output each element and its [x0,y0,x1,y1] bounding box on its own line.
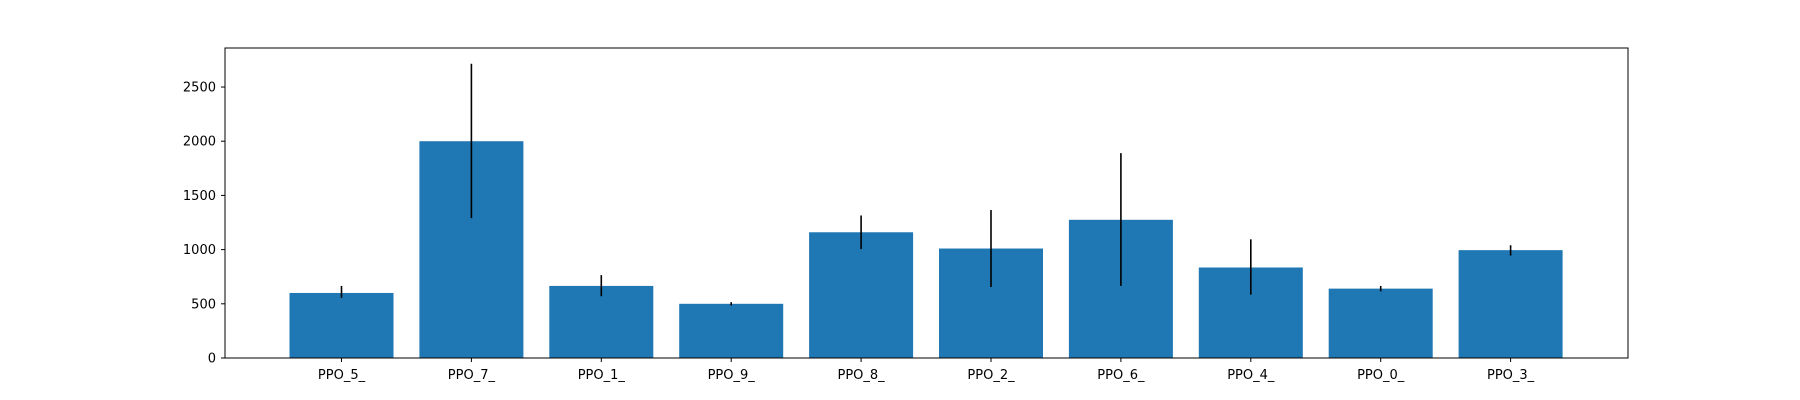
y-tick-label: 2000 [183,135,216,150]
x-axis: PPO_5_ PPO_7_ PPO_1_ PPO_9_ PPO_8_ PPO_2_ PPO_… [318,358,1535,383]
x-tick-label: PPO_8_ [838,368,886,383]
x-tick-label: PPO_0_ [1357,368,1405,383]
bar-ppo_5 [289,292,394,358]
y-tick-label: 1000 [183,243,216,258]
plot-frame [224,47,1629,359]
x-tick-label: PPO_4_ [1227,368,1275,383]
y-tick-label: 2500 [183,81,216,96]
y-tick-label: 500 [191,297,216,312]
bar-ppo_8 [809,232,914,358]
bar-ppo_3 [1458,250,1563,358]
y-tick-label: 0 [208,352,216,367]
x-tick-label: PPO_9_ [708,368,756,383]
bar-ppo_0 [1328,288,1433,358]
y-tick-label: 1500 [183,189,216,204]
x-tick-label: PPO_5_ [318,368,366,383]
x-tick-label: PPO_2_ [967,368,1015,383]
x-tick-label: PPO_3_ [1487,368,1535,383]
bar-ppo_1 [549,285,654,358]
x-tick-label: PPO_6_ [1097,368,1145,383]
bar-ppo_9 [679,303,784,358]
x-tick-label: PPO_7_ [448,368,496,383]
error-bars-group [340,63,1512,306]
x-tick-label: PPO_1_ [578,368,626,383]
bars-group [289,141,1563,358]
y-axis: 0 500 1000 1500 2000 2500 [183,81,225,367]
